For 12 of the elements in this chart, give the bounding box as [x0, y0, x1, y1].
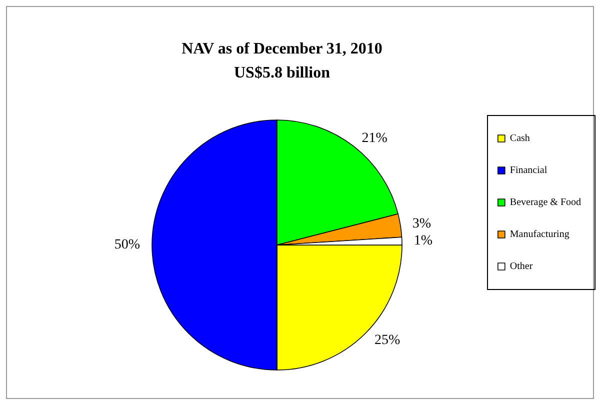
legend-label: Financial — [510, 165, 548, 176]
chart-subtitle: US$5.8 billion — [234, 64, 330, 82]
data-label: 25% — [374, 332, 400, 348]
legend-label: Manufacturing — [510, 229, 570, 240]
legend-label: Cash — [510, 133, 530, 144]
legend-label: Other — [510, 261, 534, 272]
data-label: 50% — [114, 238, 140, 252]
legend-label: Beverage & Food — [510, 197, 581, 208]
data-label: 1% — [414, 233, 433, 248]
data-label: 3% — [412, 216, 432, 232]
chart-title: NAV as of December 31, 2010 — [182, 40, 382, 58]
data-label: 21% — [362, 130, 388, 146]
